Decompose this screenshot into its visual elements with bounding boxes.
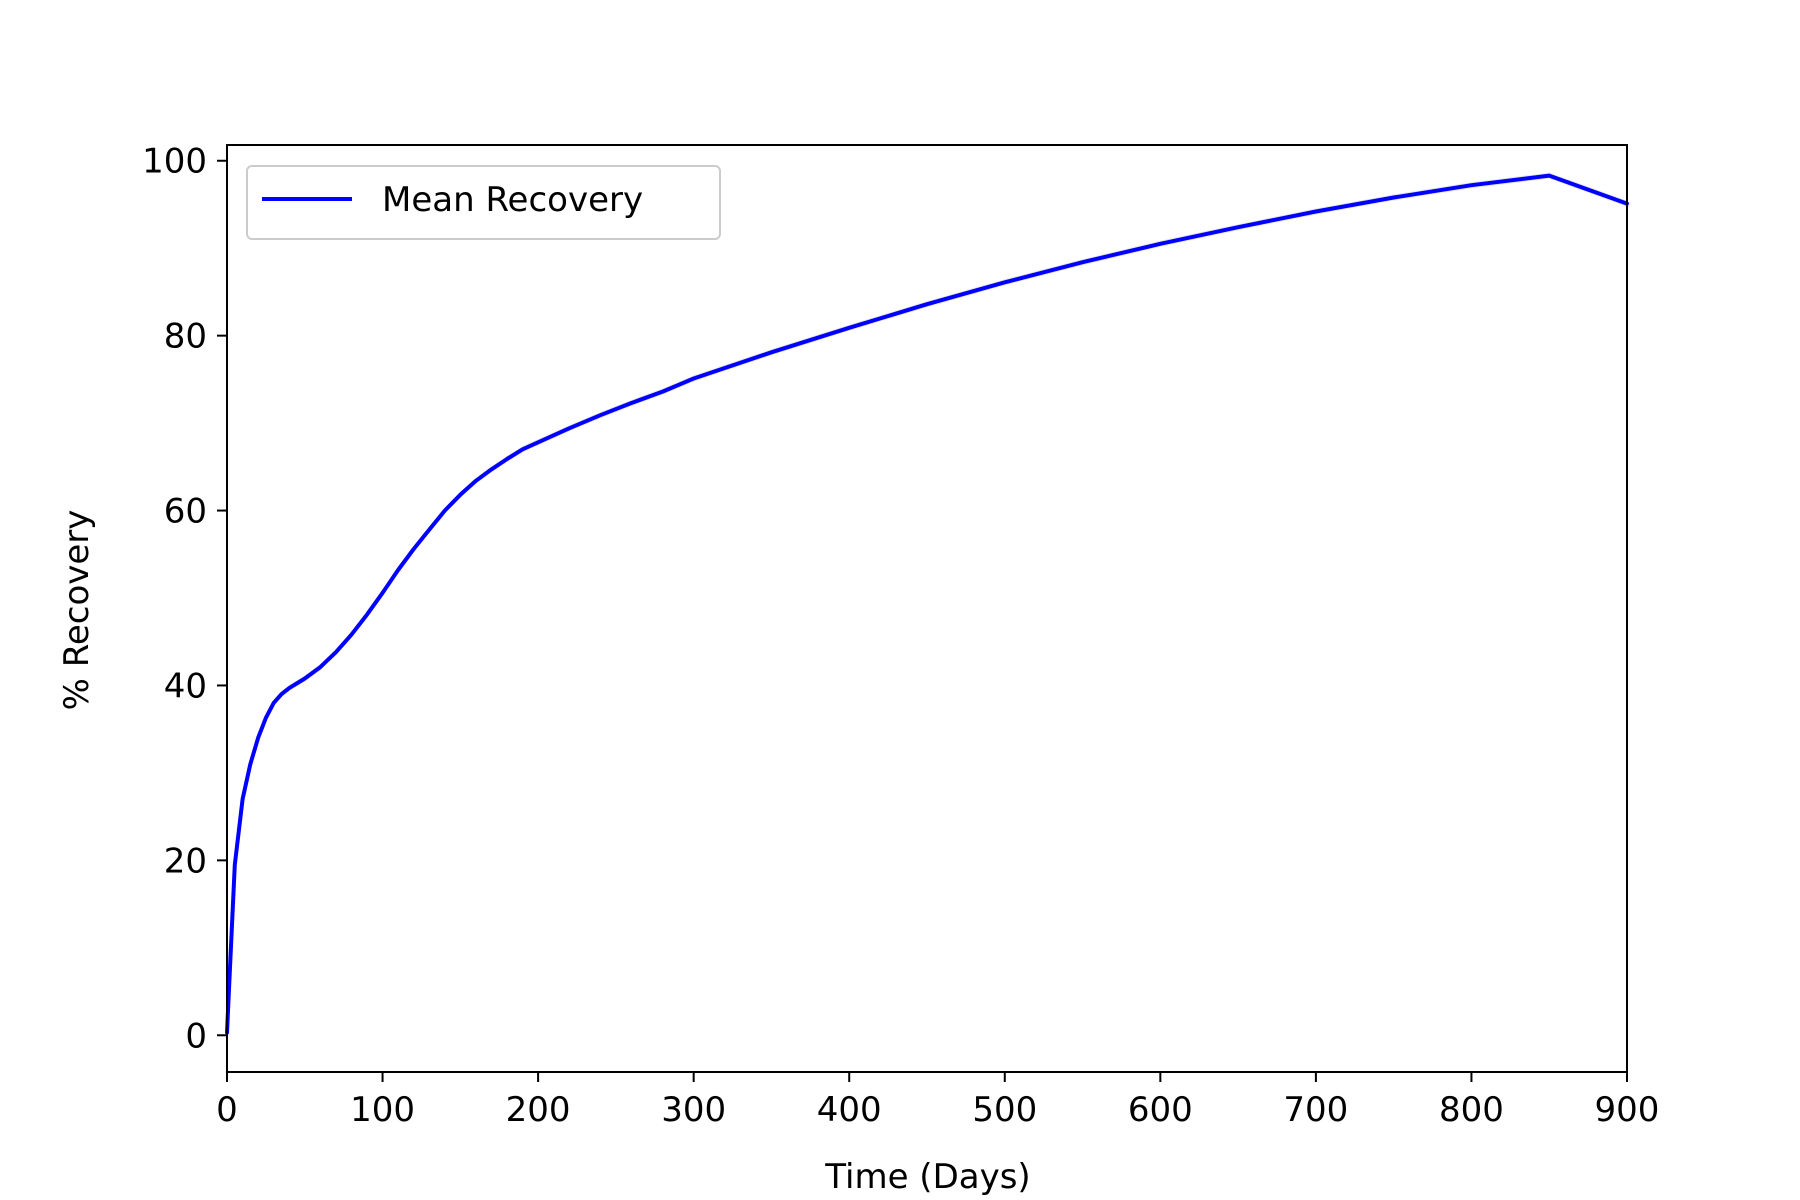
y-axis-label: % Recovery (57, 510, 97, 711)
x-tick-label: 400 (817, 1090, 882, 1130)
y-tick-label: 60 (164, 492, 207, 532)
legend: Mean Recovery (246, 165, 721, 240)
plot-frame (226, 144, 1628, 1073)
x-tick-label: 200 (506, 1090, 571, 1130)
series-line-mean-recovery (225, 173, 1629, 1035)
x-tick-label: 700 (1283, 1090, 1348, 1130)
y-tick-label: 100 (142, 142, 207, 182)
x-tick-label: 100 (350, 1090, 415, 1130)
x-axis-label: Time (Days) (824, 1157, 1030, 1197)
legend-box (246, 165, 721, 240)
x-tick-label: 300 (661, 1090, 726, 1130)
x-tick-label: 900 (1595, 1090, 1660, 1130)
legend-entry-label: Mean Recovery (382, 180, 643, 220)
y-tick-label: 20 (164, 841, 207, 881)
x-tick-label: 600 (1128, 1090, 1193, 1130)
y-axis: 0 20 40 60 80 100 (142, 142, 227, 1056)
x-axis: 0 100 200 300 400 500 600 700 800 900 (216, 1072, 1659, 1130)
plot-area (225, 144, 1629, 1073)
y-tick-label: 40 (164, 666, 207, 706)
x-tick-label: 800 (1439, 1090, 1504, 1130)
y-tick-label: 0 (185, 1016, 207, 1056)
x-tick-label: 0 (216, 1090, 238, 1130)
x-tick-label: 500 (972, 1090, 1037, 1130)
y-tick-label: 80 (164, 317, 207, 357)
